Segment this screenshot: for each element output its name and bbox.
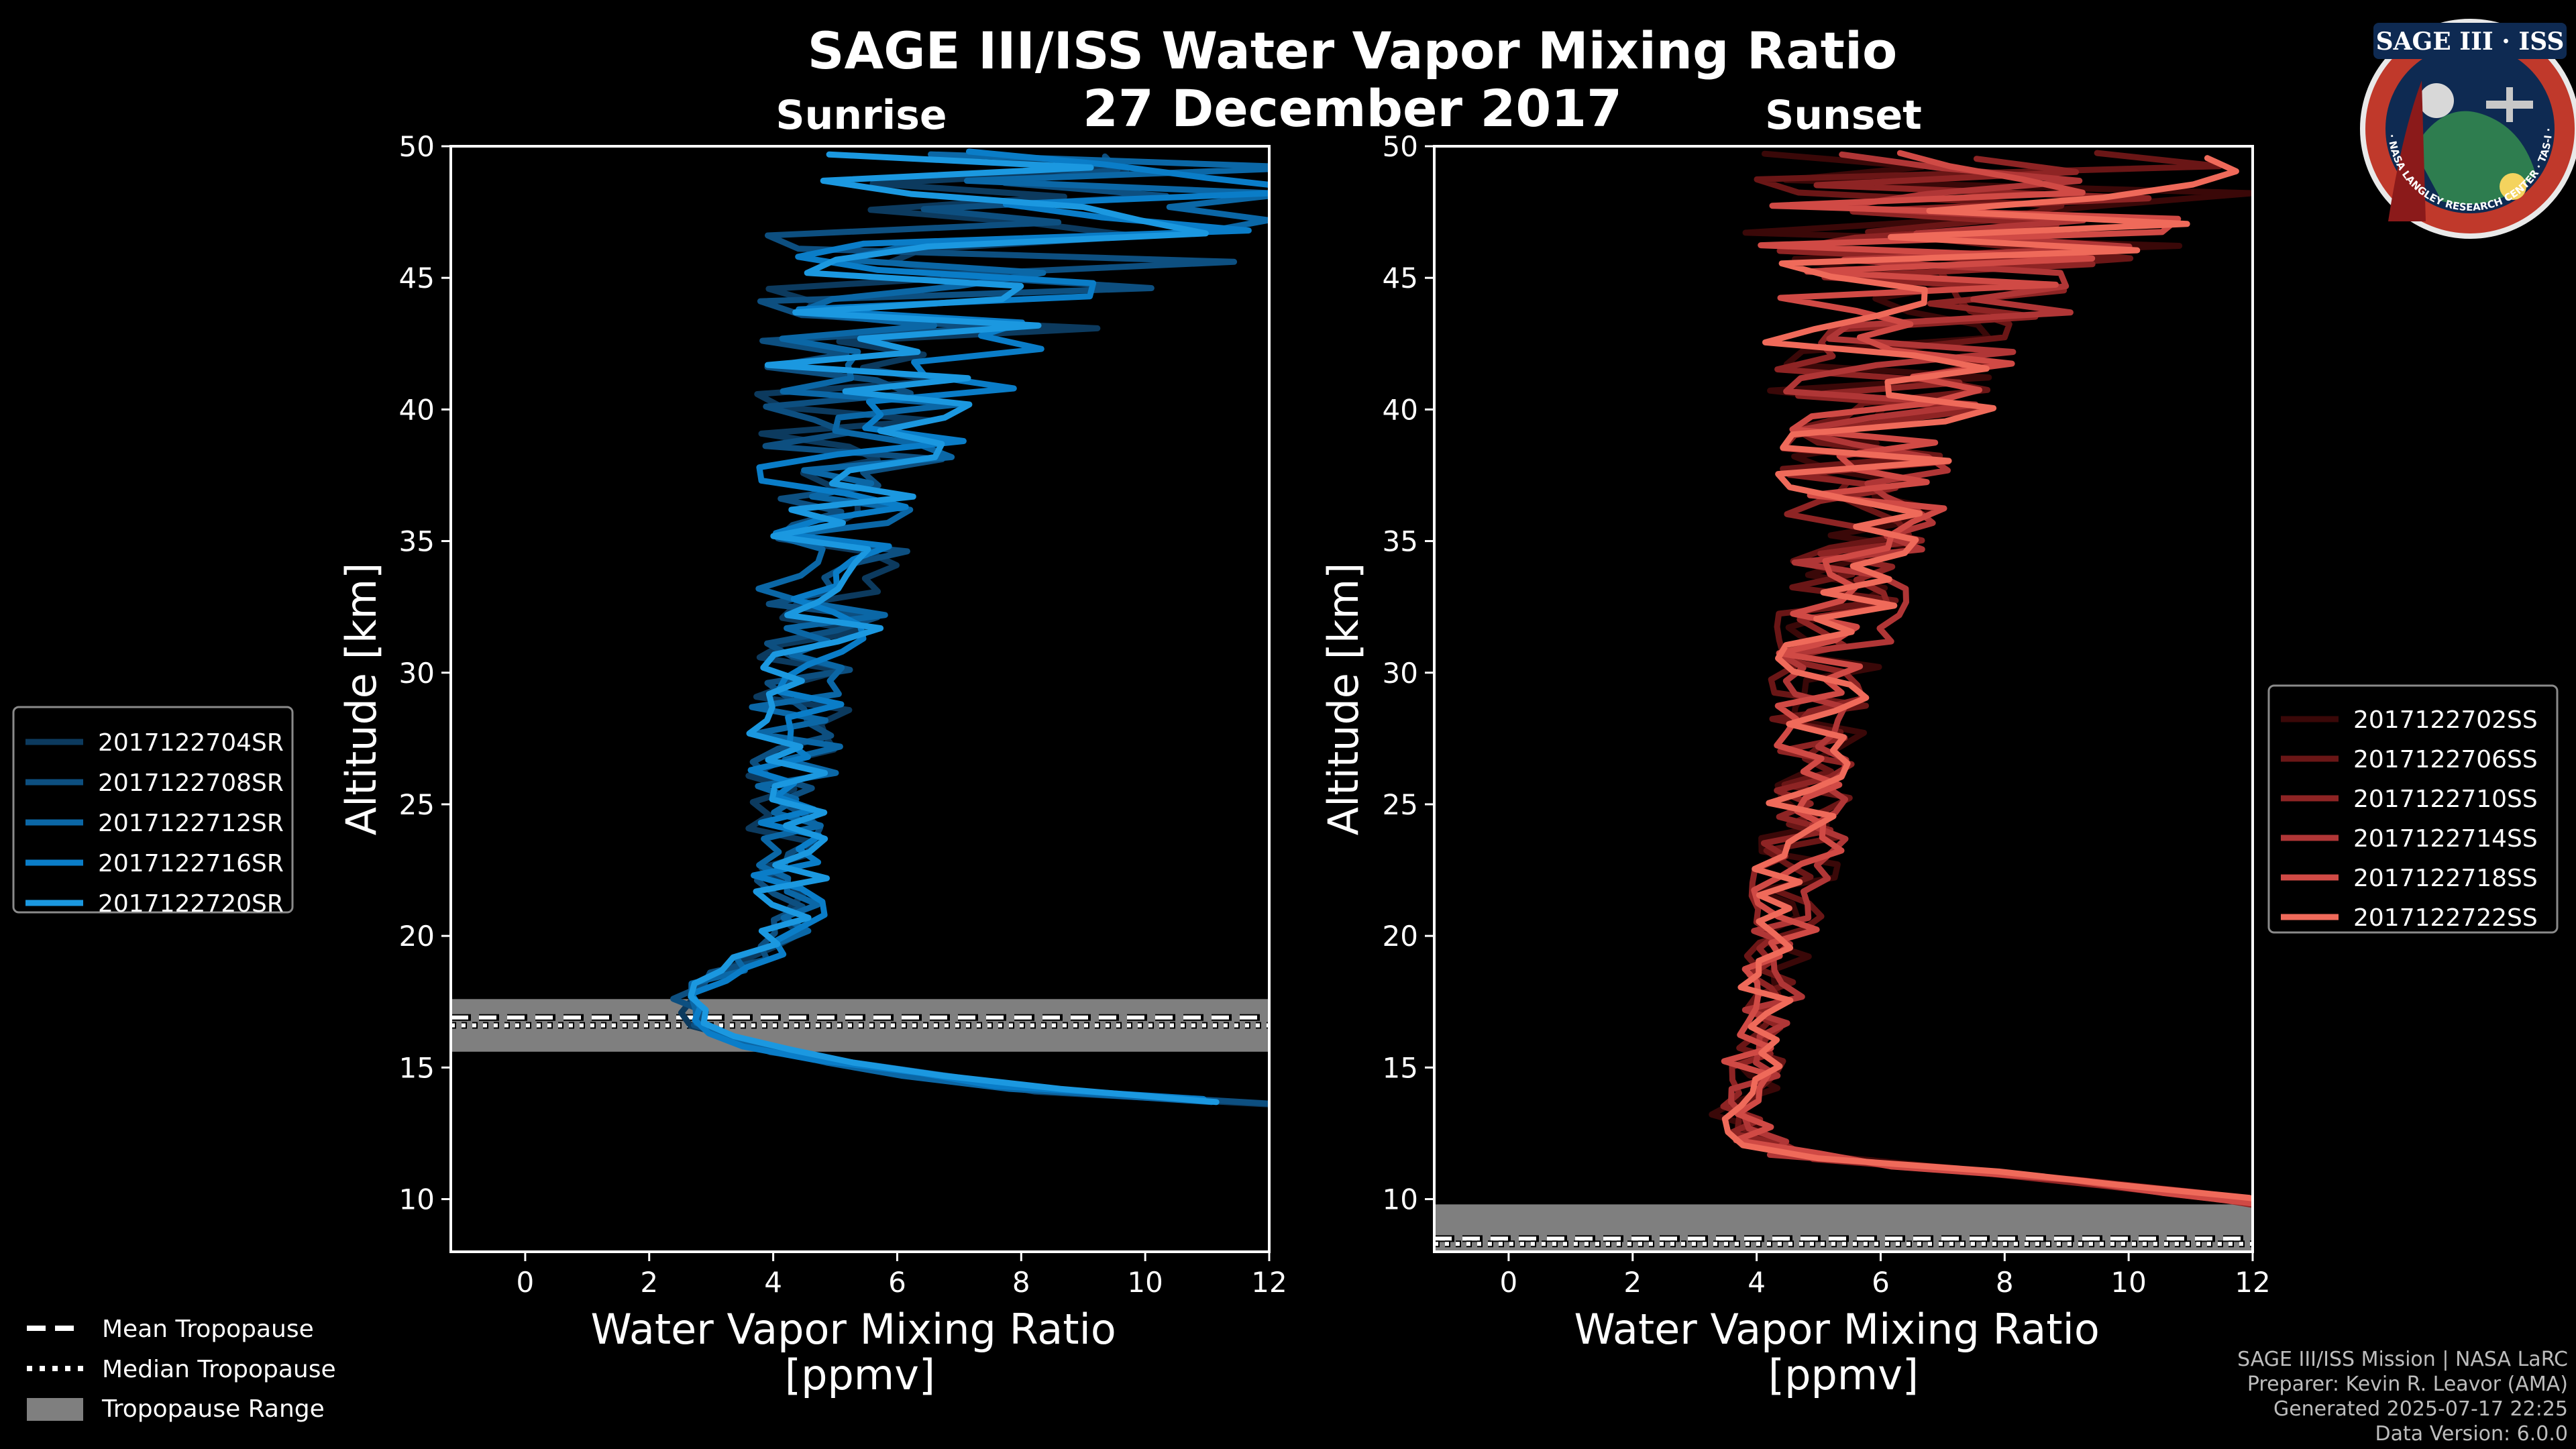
sunset-panel: 0 2 4 6 8 10 12 10 15 20 25 30 35 40 45 50 Water Vapor… xyxy=(1319,130,2271,1399)
sunrise-x-tick-label: 2 xyxy=(640,1266,658,1299)
sunset-profile-2017122722SS xyxy=(1721,155,2253,1202)
chart-date: 27 December 2017 xyxy=(1083,78,1622,138)
logo-banner xyxy=(2373,23,2567,59)
logo-iss-truss-icon xyxy=(2506,87,2513,122)
sunrise-x-tick-label: 12 xyxy=(1251,1266,1287,1299)
sunrise-x-tick-label: 0 xyxy=(517,1266,535,1299)
sunrise-y-tick-label: 10 xyxy=(399,1183,435,1216)
sunrise-legend-label: 2017122708SR xyxy=(98,769,284,797)
sunrise-legend-label: 2017122712SR xyxy=(98,810,284,837)
credit-preparer: Preparer: Kevin R. Leavor (AMA) xyxy=(2247,1373,2568,1396)
sunset-x-axis: 0 2 4 6 8 10 12 xyxy=(1500,1252,2271,1299)
sunrise-x-label: Water Vapor Mixing Ratio [ppmv] xyxy=(591,1305,1130,1399)
sunset-y-tick-label: 40 xyxy=(1383,393,1418,426)
sunset-subtitle: Sunset xyxy=(1765,92,1922,139)
credit-data-version: Data Version: 6.0.0 xyxy=(2375,1422,2568,1446)
sunset-legend-label: 2017122710SS xyxy=(2353,786,2538,813)
sunrise-x-label-line2: [ppmv] xyxy=(785,1350,935,1399)
sunrise-profile-2017122720SR xyxy=(688,151,1220,1106)
logo-figure-icon xyxy=(2388,80,2426,221)
sunrise-x-tick-label: 10 xyxy=(1127,1266,1163,1299)
sunset-x-label-line2: [ppmv] xyxy=(1768,1350,1919,1399)
credit-generated: Generated 2025-07-17 22:25 xyxy=(2273,1397,2568,1421)
sunrise-y-tick-label: 40 xyxy=(399,393,435,426)
sunrise-legend: 2017122704SR 2017122708SR 2017122712SR 2017… xyxy=(12,706,294,918)
sunset-y-tick-label: 30 xyxy=(1383,657,1418,690)
sunrise-y-tick-label: 25 xyxy=(399,788,435,821)
sunset-y-tick-label: 25 xyxy=(1383,788,1418,821)
sunset-y-tick-label: 35 xyxy=(1383,525,1418,558)
sunrise-y-tick-label: 15 xyxy=(399,1051,435,1084)
sunset-legend-label: 2017122718SS xyxy=(2353,865,2538,892)
sunset-x-label: Water Vapor Mixing Ratio [ppmv] xyxy=(1574,1305,2113,1399)
sunset-legend-label: 2017122722SS xyxy=(2353,904,2538,932)
sunrise-y-axis: 10 15 20 25 30 35 40 45 50 xyxy=(399,130,451,1216)
sunset-y-tick-label: 50 xyxy=(1383,130,1418,163)
sunset-legend-label: 2017122702SS xyxy=(2353,706,2538,734)
logo-sun-icon xyxy=(2500,173,2526,200)
sunrise-y-tick-label: 30 xyxy=(399,657,435,690)
sunset-profile-2017122718SS xyxy=(1721,150,2253,1207)
sunrise-plot-frame xyxy=(449,145,1271,1253)
sunset-x-tick-label: 6 xyxy=(1872,1266,1890,1299)
sunrise-x-tick-label: 4 xyxy=(764,1266,782,1299)
sunrise-y-tick-label: 20 xyxy=(399,920,435,953)
sunrise-legend-label: 2017122704SR xyxy=(98,729,284,757)
sunrise-x-tick-label: 8 xyxy=(1012,1266,1030,1299)
sunset-legend-box xyxy=(2267,684,2559,934)
sunset-legend: 2017122702SS 2017122706SS 2017122710SS 2017… xyxy=(2267,684,2559,934)
sunset-x-tick-label: 2 xyxy=(1623,1266,1642,1299)
mean-tropopause-label: Mean Tropopause xyxy=(102,1316,314,1343)
sunrise-legend-label: 2017122716SR xyxy=(98,850,284,877)
sunset-y-tick-label: 20 xyxy=(1383,920,1418,953)
sunset-legend-label: 2017122706SS xyxy=(2353,746,2538,773)
sunrise-panel: 0 2 4 6 8 10 12 10 15 20 25 30 35 40 45 50 Water Vapor… xyxy=(337,130,1287,1399)
sunset-y-axis: 10 15 20 25 30 35 40 45 50 xyxy=(1383,130,1434,1216)
sunset-x-tick-label: 4 xyxy=(1748,1266,1766,1299)
sunrise-y-label: Altitude [km] xyxy=(337,563,386,836)
sunset-x-label-line1: Water Vapor Mixing Ratio xyxy=(1574,1305,2100,1354)
median-tropopause-label: Median Tropopause xyxy=(102,1356,336,1383)
sunset-x-tick-label: 0 xyxy=(1500,1266,1518,1299)
credits-block: SAGE III/ISS Mission | NASA LaRC Prepare… xyxy=(2237,1348,2568,1446)
sunset-tropopause-layer xyxy=(1434,1204,2253,1252)
sunset-y-tick-label: 45 xyxy=(1383,262,1418,294)
sunset-profile-2017122710SS xyxy=(1720,156,2253,1208)
sunset-y-label: Altitude [km] xyxy=(1319,563,1368,836)
sunrise-profiles xyxy=(670,148,1269,1108)
sunrise-x-tick-label: 6 xyxy=(888,1266,906,1299)
sunrise-y-tick-label: 45 xyxy=(399,262,435,294)
tropopause-range-label: Tropopause Range xyxy=(101,1395,325,1423)
sunset-legend-label: 2017122714SS xyxy=(2353,825,2538,853)
tropopause-range-swatch xyxy=(27,1398,83,1421)
sunrise-y-tick-label: 50 xyxy=(399,130,435,163)
sunset-x-tick-label: 12 xyxy=(2235,1266,2270,1299)
logo-moon-icon xyxy=(2419,83,2454,118)
sunset-x-tick-label: 10 xyxy=(2110,1266,2146,1299)
sunrise-subtitle: Sunrise xyxy=(775,92,947,139)
sunset-profiles xyxy=(1709,150,2253,1208)
chart-title: SAGE III/ISS Water Vapor Mixing Ratio xyxy=(808,21,1898,80)
sunset-y-tick-label: 10 xyxy=(1383,1183,1418,1216)
sunset-plot-frame xyxy=(1433,145,2254,1253)
sunset-profile-2017122714SS xyxy=(1728,151,2253,1207)
logo-text: SAGE III · ISS xyxy=(2376,28,2565,56)
credit-mission: SAGE III/ISS Mission | NASA LaRC xyxy=(2237,1348,2568,1371)
sunrise-tropopause-layer xyxy=(451,999,1269,1052)
sunrise-x-axis: 0 2 4 6 8 10 12 xyxy=(517,1252,1287,1299)
sunrise-legend-label: 2017122720SR xyxy=(98,890,284,918)
sunset-x-tick-label: 8 xyxy=(1996,1266,2014,1299)
tropopause-legend: Mean Tropopause Median Tropopause Tropop… xyxy=(27,1316,336,1423)
sunrise-x-label-line1: Water Vapor Mixing Ratio xyxy=(591,1305,1116,1354)
sunrise-y-tick-label: 35 xyxy=(399,525,435,558)
sunset-y-tick-label: 15 xyxy=(1383,1051,1418,1084)
